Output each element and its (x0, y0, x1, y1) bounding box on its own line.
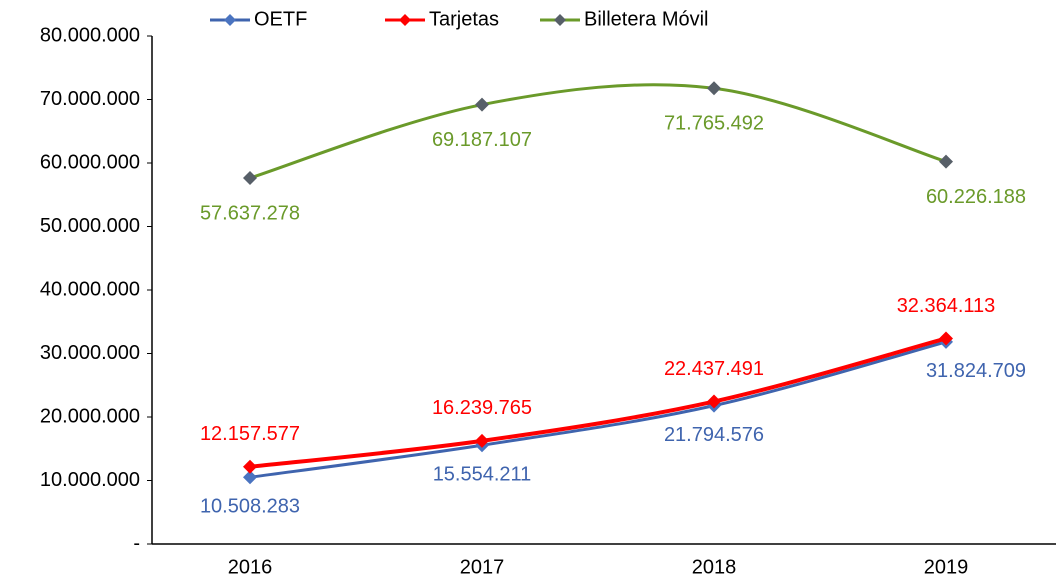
point-marker (939, 331, 953, 346)
data-label: 22.437.491 (664, 358, 764, 380)
series-line (249, 336, 947, 469)
legend-label: OETF (254, 8, 307, 30)
x-tick-label: 2019 (924, 556, 969, 578)
series-line (249, 83, 947, 180)
y-tick-label: 50.000.000 (40, 215, 140, 237)
point-marker (243, 470, 257, 485)
point-marker (707, 81, 721, 96)
legend-marker (399, 14, 411, 26)
y-tick-label: 60.000.000 (40, 151, 140, 173)
data-label: 69.187.107 (432, 129, 532, 151)
legend-marker (224, 14, 236, 26)
x-tick-label: 2017 (460, 556, 505, 578)
legend-marker (554, 14, 566, 26)
x-tick-label: 2016 (228, 556, 273, 578)
data-label: 57.637.278 (200, 202, 300, 224)
data-label: 21.794.576 (664, 424, 764, 446)
data-label: 15.554.211 (433, 464, 532, 486)
data-label: 31.824.709 (926, 360, 1026, 382)
data-label: 32.364.113 (897, 295, 996, 317)
point-marker (475, 97, 489, 112)
point-marker (707, 394, 721, 409)
data-label: 71.765.492 (664, 113, 764, 135)
data-label: 60.226.188 (926, 186, 1026, 208)
point-marker (475, 433, 489, 448)
data-label: 10.508.283 (200, 496, 300, 518)
legend-label: Billetera Móvil (584, 8, 708, 30)
y-tick-label: 10.000.000 (40, 469, 140, 491)
data-label: 16.239.765 (432, 397, 532, 419)
y-tick-label: - (133, 532, 140, 554)
series-line (249, 340, 947, 479)
point-marker (243, 459, 257, 474)
y-tick-label: 40.000.000 (40, 278, 140, 300)
legend-label: Tarjetas (429, 8, 499, 30)
y-tick-label: 70.000.000 (40, 88, 140, 110)
point-marker (939, 154, 953, 169)
y-tick-label: 30.000.000 (40, 342, 140, 364)
y-tick-label: 80.000.000 (40, 24, 140, 46)
point-marker (243, 171, 257, 186)
y-tick-label: 20.000.000 (40, 405, 140, 427)
x-tick-label: 2018 (692, 556, 737, 578)
data-label: 12.157.577 (200, 423, 300, 445)
